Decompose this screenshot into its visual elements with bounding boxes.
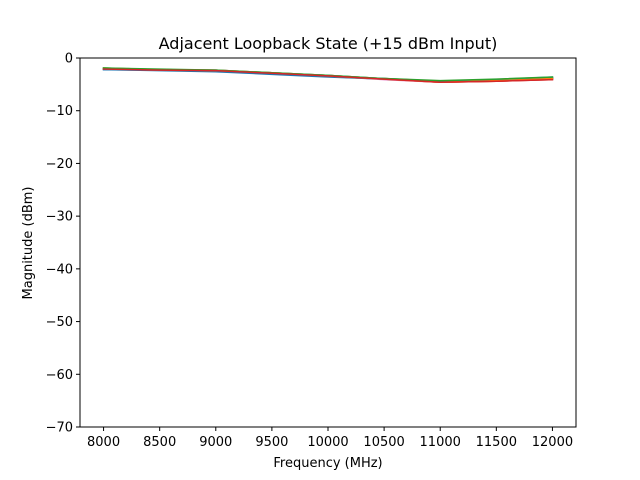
x-tick-label: 12000 — [532, 435, 573, 450]
y-tick-label: −50 — [46, 315, 73, 330]
x-tick-label: 11500 — [476, 435, 517, 450]
plot-area — [80, 58, 576, 427]
plot-background — [80, 58, 576, 427]
chart-title: Adjacent Loopback State (+15 dBm Input) — [159, 34, 498, 53]
x-tick-label: 11000 — [420, 435, 461, 450]
y-tick-label: −40 — [46, 262, 73, 277]
x-tick-label: 9500 — [255, 435, 288, 450]
y-tick-label: −20 — [46, 157, 73, 172]
y-tick-label: −30 — [46, 210, 73, 225]
x-tick-label: 10500 — [363, 435, 404, 450]
x-tick-label: 10000 — [307, 435, 348, 450]
y-tick-label: −10 — [46, 104, 73, 119]
x-tick-label: 8000 — [87, 435, 120, 450]
series-layer — [102, 67, 554, 83]
y-tick-label: −60 — [46, 368, 73, 383]
y-tick-label: 0 — [65, 52, 73, 67]
x-tick-label: 8500 — [143, 435, 176, 450]
x-axis-label: Frequency (MHz) — [273, 456, 382, 471]
series-line-14 — [102, 68, 554, 83]
y-axis-label: Magnitude (dBm) — [21, 187, 36, 300]
y-tick-label: −70 — [46, 421, 73, 436]
x-tick-label: 9000 — [199, 435, 232, 450]
axes-layer: 8000 8500 9000 9500 10000 10500 11000 11500 1200… — [46, 52, 577, 450]
